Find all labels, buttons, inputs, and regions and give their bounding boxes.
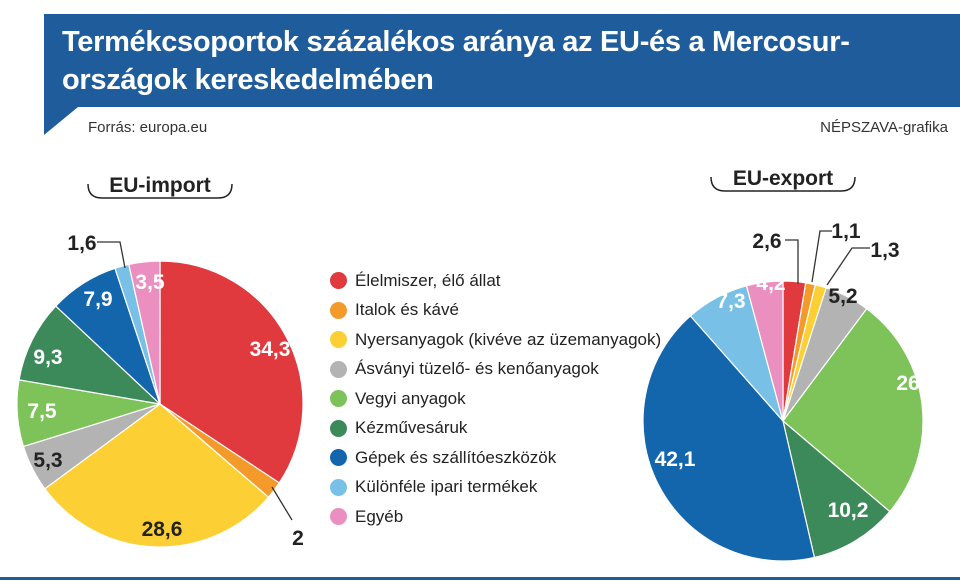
legend-label: Élelmiszer, élő állat [355, 270, 501, 290]
value-label: 26 [896, 372, 919, 395]
legend-swatch [330, 331, 347, 349]
pie-eu-export: 2,6 1,1 1,3 5,2 26 10,2 42,1 7,3 4,2 EU-export [642, 167, 924, 562]
pie-eu-import: 34,3 2 28,6 5,3 7,5 9,3 7,9 1,6 3,5 EU-import [16, 174, 304, 550]
leader-line [811, 230, 832, 283]
value-label: 9,3 [33, 346, 62, 369]
pie-slice [745, 280, 784, 422]
legend-label: Nyersanyagok (kivéve az üzemanyagok) [355, 329, 662, 349]
leader-line [826, 247, 870, 286]
value-label: 7,9 [83, 288, 112, 311]
legend-label: Italok és kávé [355, 300, 459, 320]
legend-item: Vegyi anyagok [330, 384, 661, 414]
legend: Élelmiszer, élő állat Italok és kávé Nyers… [330, 266, 661, 532]
chart-title-line-2: országok kereskedelmében [62, 64, 434, 96]
header-corner-decoration [44, 107, 78, 135]
legend-swatch [330, 478, 347, 496]
source-note: Forrás: europa.eu [88, 119, 208, 136]
value-label: 4,2 [756, 272, 785, 295]
legend-item: Egyéb [330, 502, 661, 532]
legend-label: Vegyi anyagok [355, 388, 466, 408]
leader-line [785, 239, 799, 284]
pie-title: EU-export [733, 167, 833, 190]
value-label: 1,6 [67, 232, 96, 255]
value-label: 5,3 [33, 449, 62, 472]
legend-label: Egyéb [355, 506, 404, 526]
bottom-rule [0, 577, 960, 580]
title-bracket [710, 176, 856, 192]
legend-label: Ásványi tüzelő- és kenőanyagok [355, 359, 599, 379]
value-label: 7,3 [716, 290, 745, 313]
credit-note: NÉPSZAVA-grafika [820, 119, 948, 136]
pie-slice [128, 260, 161, 405]
legend-swatch [330, 360, 347, 378]
legend-item: Kézművesáruk [330, 414, 661, 444]
value-label: 5,2 [828, 285, 857, 308]
legend-item: Nyersanyagok (kivéve az üzemanyagok) [330, 325, 661, 355]
pie-title: EU-import [109, 174, 211, 197]
leader-line [97, 241, 126, 269]
leader-line [271, 486, 293, 521]
value-label: 42,1 [655, 448, 696, 471]
pie-slice [44, 403, 270, 548]
value-label: 2 [292, 527, 304, 550]
pie-slice [642, 315, 816, 562]
legend-swatch [330, 449, 347, 467]
legend-item: Ásványi tüzelő- és kenőanyagok [330, 355, 661, 385]
legend-item: Gépek és szállítóeszközök [330, 443, 661, 473]
value-label: 28,6 [142, 518, 183, 541]
pie-slice [18, 305, 162, 405]
legend-swatch [330, 419, 347, 437]
title-bracket [87, 183, 233, 199]
value-label: 1,3 [870, 239, 899, 262]
legend-swatch [330, 508, 347, 526]
value-label: 10,2 [828, 499, 869, 522]
legend-swatch [330, 390, 347, 408]
legend-item: Élelmiszer, élő állat [330, 266, 661, 296]
legend-label: Kézművesáruk [355, 418, 468, 438]
legend-swatch [330, 301, 347, 319]
chart-title-line-1: Termékcsoportok százalékos aránya az EU-… [62, 26, 850, 58]
legend-label: Gépek és szállítóeszközök [355, 447, 557, 467]
value-label: 2,6 [752, 230, 781, 253]
legend-swatch [330, 272, 347, 290]
legend-label: Különféle ipari termékek [355, 477, 538, 497]
value-label: 7,5 [27, 400, 57, 423]
value-label: 1,1 [831, 220, 861, 243]
pie-slice [782, 419, 891, 559]
legend-item: Különféle ipari termékek [330, 473, 661, 503]
legend-item: Italok és kávé [330, 296, 661, 326]
value-label: 34,3 [250, 338, 291, 361]
pie-slice [782, 307, 924, 513]
header-banner: Termékcsoportok százalékos aránya az EU-… [44, 14, 960, 107]
value-label: 3,5 [135, 271, 165, 294]
